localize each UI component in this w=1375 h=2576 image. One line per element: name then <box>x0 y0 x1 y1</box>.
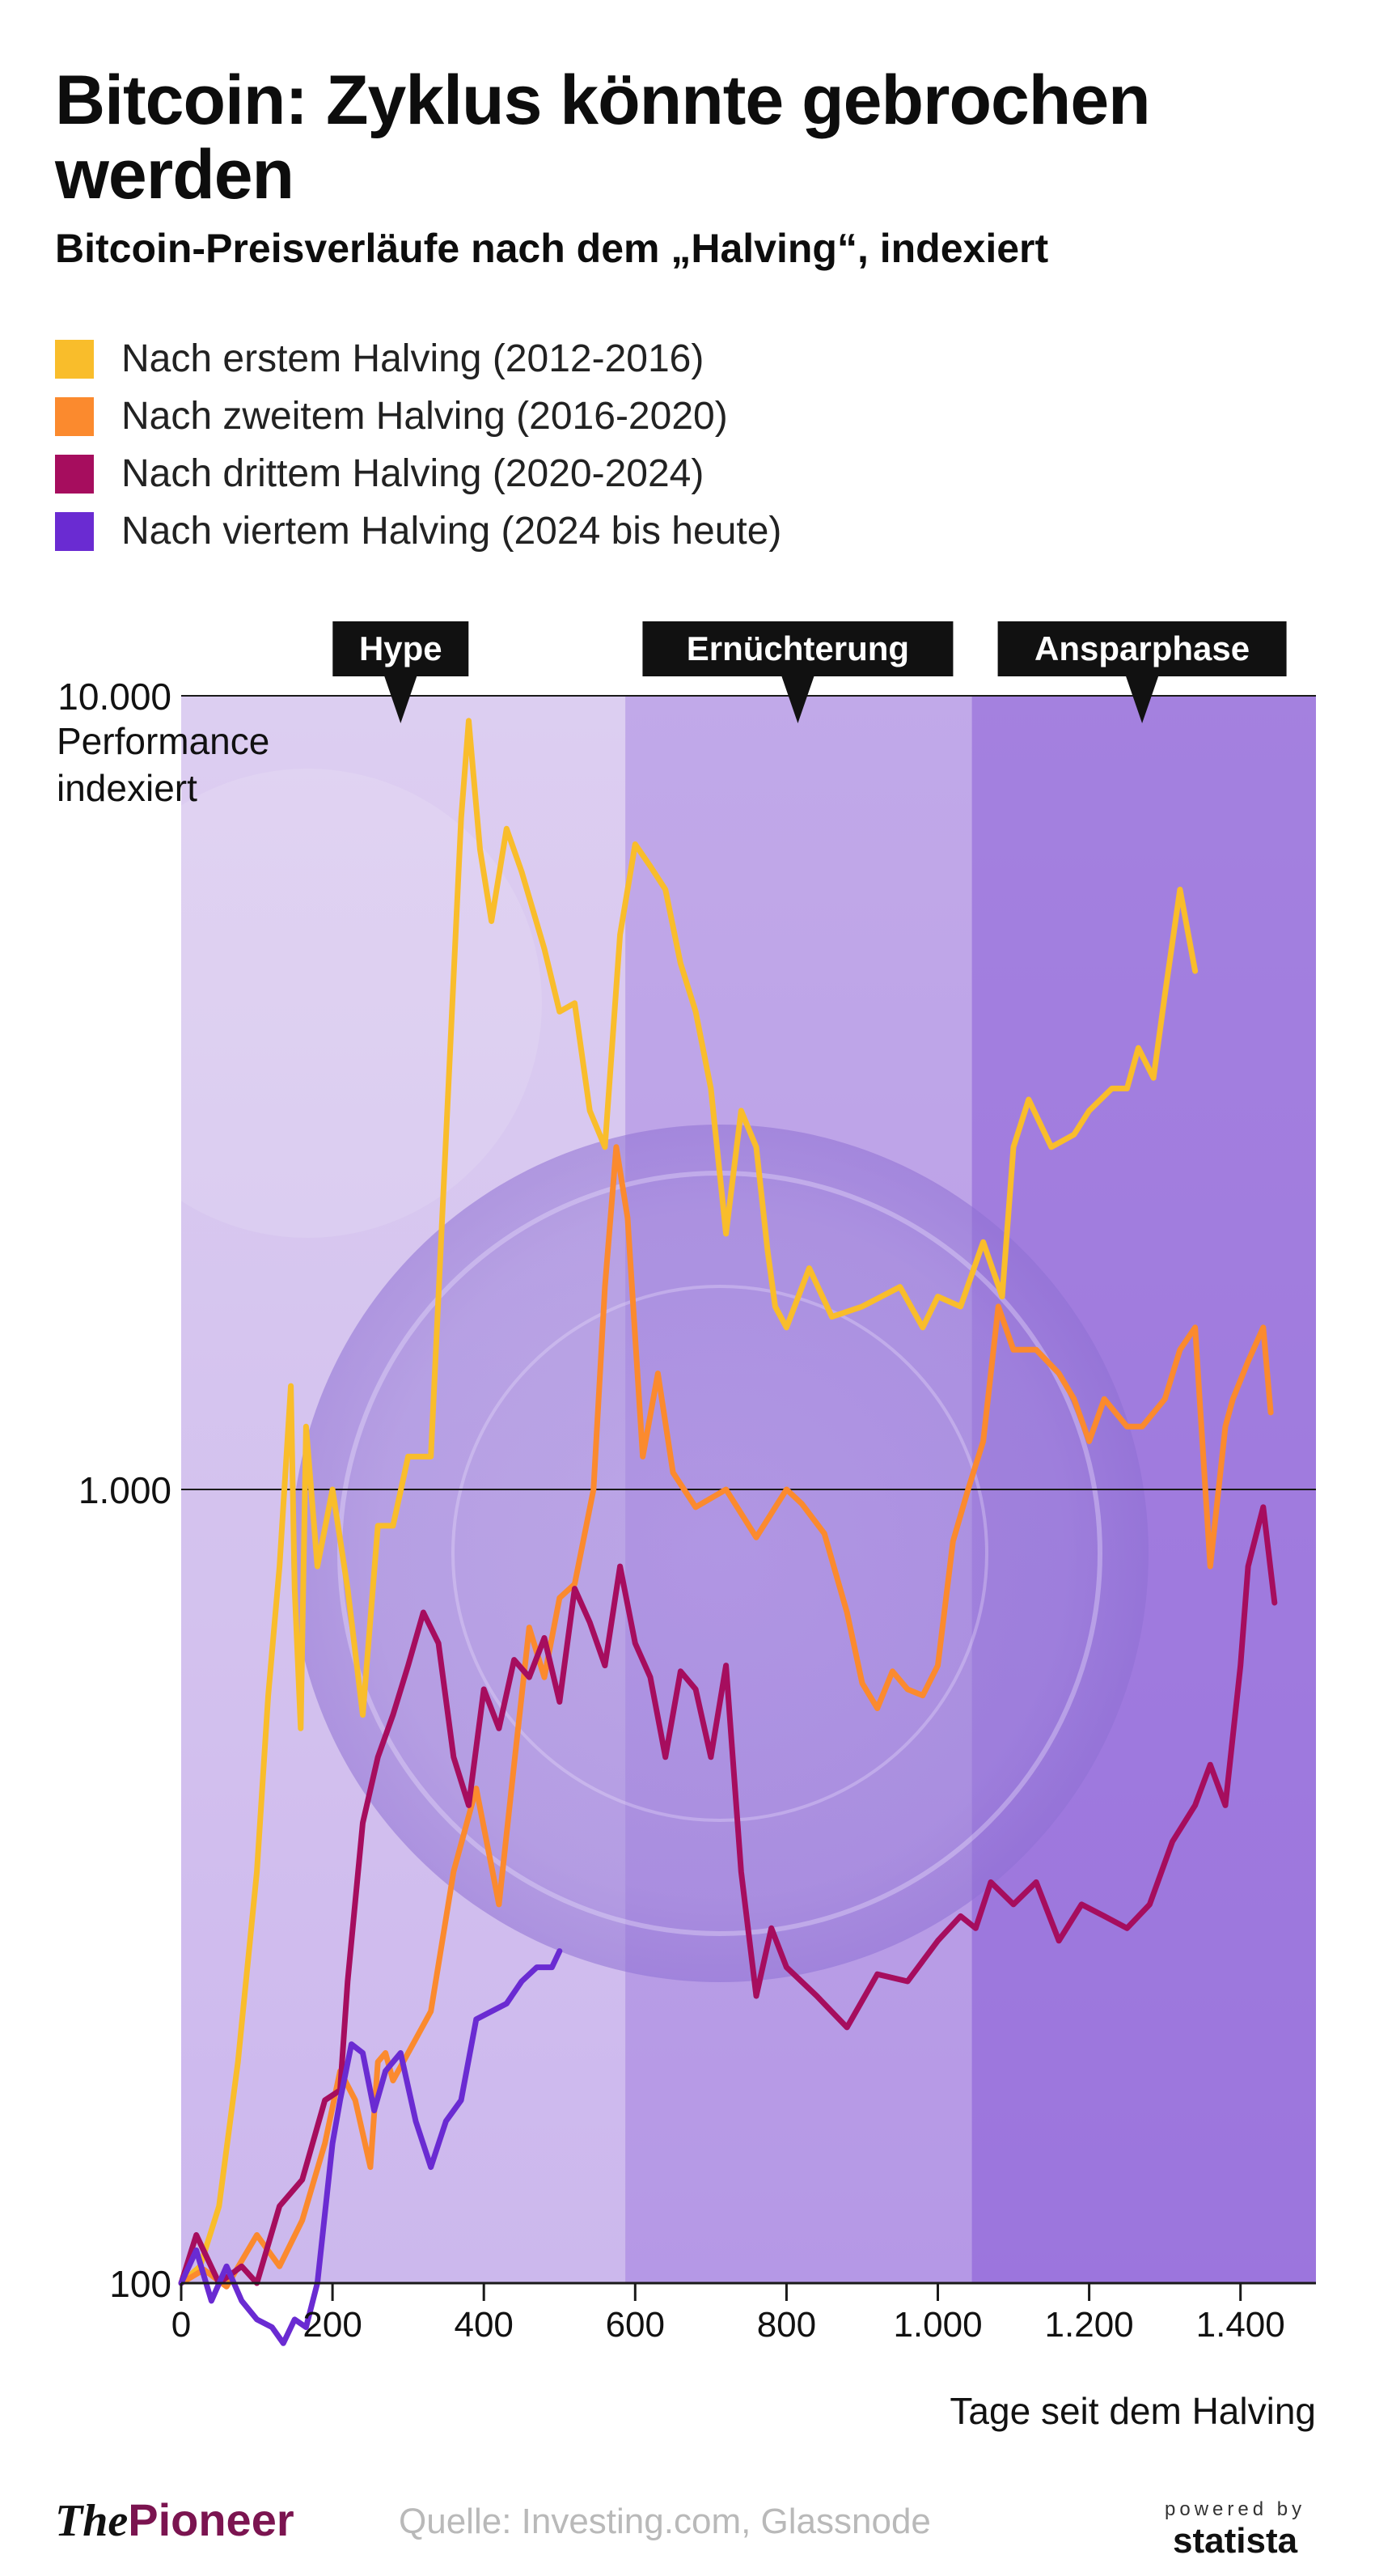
legend-item-3: Nach drittem Halving (2020-2024) <box>55 445 781 502</box>
x-tick-label-3: 400 <box>454 2305 513 2345</box>
phase-label-1: Hype <box>359 629 442 667</box>
y-axis-label: Performance indexiert <box>57 720 269 809</box>
y-tick-label-3: 10.000 <box>57 676 171 718</box>
brand-text-b: Pioneer <box>128 2494 294 2545</box>
legend-label-1: Nach erstem Halving (2012-2016) <box>121 337 704 380</box>
legend-label-4: Nach viertem Halving (2024 bis heute) <box>121 510 782 553</box>
legend-item-1: Nach erstem Halving (2012-2016) <box>55 330 781 388</box>
x-axis-label: Tage seit dem Halving <box>950 2390 1316 2432</box>
legend-label-3: Nach drittem Halving (2020-2024) <box>121 452 704 495</box>
series-line-4 <box>178 1948 563 2346</box>
legend-swatch-1 <box>55 339 94 379</box>
legend-item-2: Nach zweitem Halving (2016-2020) <box>55 388 781 445</box>
phase-label-2: Ernüchterung <box>687 629 909 667</box>
phase-marker-1: Hype <box>332 621 469 723</box>
phase-label-box-3 <box>997 621 1287 676</box>
phase-pointer-3 <box>1126 676 1159 723</box>
phase-label-box-1 <box>332 621 469 676</box>
coin-ring-inner <box>451 1285 988 1822</box>
phase-marker-3: Ansparphase <box>997 621 1287 723</box>
coin-illustration <box>291 1125 1149 1982</box>
brand-text-a: The <box>55 2496 129 2546</box>
legend-swatch-4 <box>55 511 94 551</box>
legend-label-2: Nach zweitem Halving (2016-2020) <box>121 395 728 438</box>
source-note: Quelle: Investing.com, Glassnode <box>399 2502 931 2541</box>
x-tick-label-2: 200 <box>302 2305 362 2345</box>
chart-title: Bitcoin: Zyklus könnte gebrochen werden <box>55 61 1151 214</box>
phase-pointer-2 <box>781 676 814 723</box>
y-axis-label-line-2: indexiert <box>57 767 197 809</box>
series-line-2 <box>178 1144 1274 2290</box>
brand-logo: ThePioneer <box>55 2493 294 2547</box>
powered-by-text: powered by <box>1165 2498 1306 2520</box>
chart-subtitle: Bitcoin-Preisverläufe nach dem „Halving“… <box>55 226 1049 271</box>
coin-illustration-faint <box>73 769 542 1238</box>
statista-text: statista <box>1173 2521 1298 2561</box>
series-line-1 <box>178 718 1199 2286</box>
y-axis-label-line-1: Performance <box>57 720 269 762</box>
phase-label-box-2 <box>642 621 954 676</box>
x-tick-label-4: 600 <box>606 2305 665 2345</box>
phase-marker-2: Ernüchterung <box>642 621 954 723</box>
x-tick-label-1: 0 <box>171 2305 191 2345</box>
x-tick-label-7: 1.200 <box>1045 2305 1134 2345</box>
statista-logo: powered by statista <box>1165 2498 1305 2561</box>
legend: Nach erstem Halving (2012-2016) Nach zwe… <box>55 330 781 560</box>
phase-pointer-1 <box>384 676 417 723</box>
legend-swatch-3 <box>55 454 94 494</box>
phase-label-3: Ansparphase <box>1034 629 1250 667</box>
x-tick-label-6: 1.000 <box>893 2305 982 2345</box>
legend-item-4: Nach viertem Halving (2024 bis heute) <box>55 502 781 560</box>
series-line-3 <box>178 1504 1278 2286</box>
x-tick-label-5: 800 <box>757 2305 816 2345</box>
y-tick-label-1: 100 <box>109 2263 171 2305</box>
legend-swatch-2 <box>55 396 94 436</box>
y-tick-label-2: 1.000 <box>78 1469 171 1511</box>
x-tick-label-8: 1.400 <box>1196 2305 1285 2345</box>
